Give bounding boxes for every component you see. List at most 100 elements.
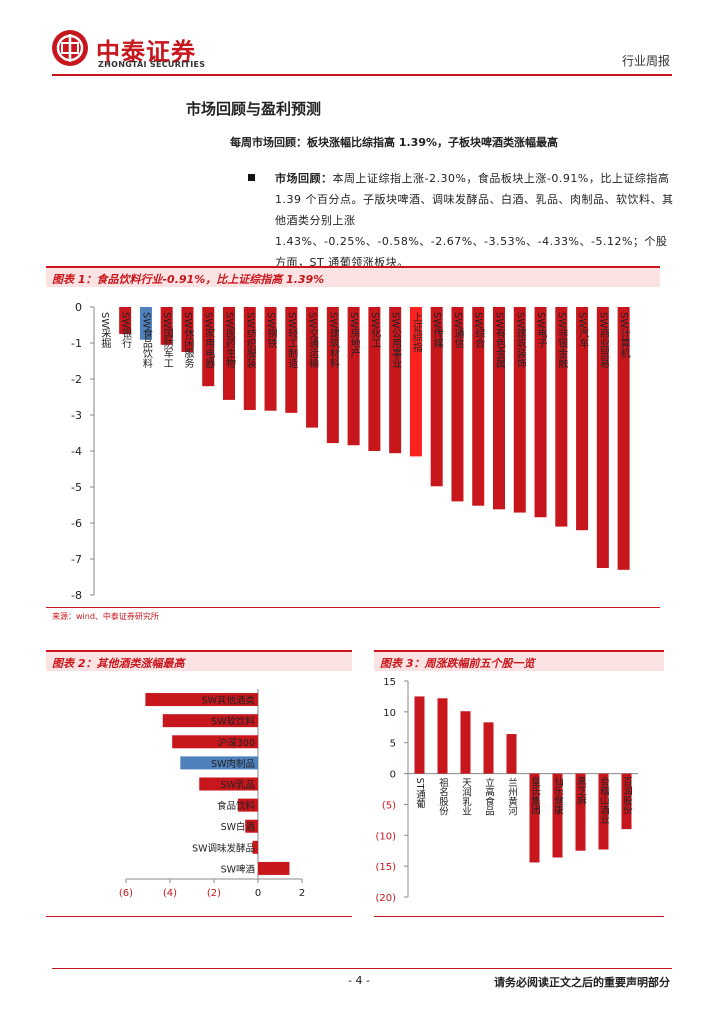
bar <box>243 307 256 410</box>
x-tick-label: (4) <box>163 888 177 899</box>
bar <box>621 773 632 830</box>
x-category-label: 百润股份 <box>621 777 633 816</box>
x-category-label: SW公用事业 <box>390 312 402 368</box>
x-category-label: 祖名股份 <box>437 777 449 817</box>
y-category-label: 沪深300 <box>218 737 255 749</box>
bar <box>326 307 339 444</box>
x-category-label: SW计算机 <box>618 312 630 359</box>
bullet-icon <box>248 174 255 181</box>
company-name-cn: 中泰证券 <box>96 38 196 66</box>
figure1-source: 来源：wind、中泰证券研究所 <box>52 612 159 621</box>
bar <box>575 773 586 851</box>
y-tick-label: -8 <box>71 589 82 602</box>
y-category-label: SW白酒 <box>221 821 256 833</box>
x-category-label: SW采掘 <box>99 312 111 349</box>
y-tick-label: (20) <box>375 893 396 904</box>
bar <box>258 861 290 875</box>
paragraph-label: 市场回顾： <box>275 172 333 185</box>
y-tick-label: -5 <box>71 481 82 494</box>
figure1-chart: 0 -1 -2 -3 -4 -5 -6 -7 -8 SW采掘 SW银行 SW食品饮料 SW国防军工 SW休… <box>71 301 630 602</box>
x-category-label: SW商业贸易 <box>597 312 609 369</box>
y-category-label: SW肉制品 <box>211 758 255 770</box>
company-name-en: ZHONGTAI SECURITIES <box>98 60 206 69</box>
y-tick-label: 15 <box>383 677 396 688</box>
y-tick-label: (10) <box>375 831 396 842</box>
bar <box>552 773 563 858</box>
x-category-label: SW通信 <box>452 312 464 349</box>
y-category-label: 食品饮料 <box>217 800 256 812</box>
figure2-frame: (6) (4) (2) 0 2 SW其他酒类 SW软饮料 沪深300 SW肉制品 SW乳品 食品饮料… <box>46 671 352 917</box>
bar <box>451 307 464 502</box>
x-tick-label: (6) <box>119 888 133 899</box>
figure1-caption: 图表 1：食品饮料行业-0.91%，比上证综指高 1.39% <box>46 266 660 287</box>
bar <box>389 307 402 454</box>
x-category-label: SW化工 <box>369 312 381 348</box>
company-logo <box>52 30 88 66</box>
bar <box>506 734 517 774</box>
x-category-label: SW建筑装饰 <box>514 312 526 369</box>
x-category-label: ST通葡 <box>414 778 426 810</box>
figure2-caption: 图表 2：其他酒类涨幅最高 <box>46 650 352 671</box>
bar <box>460 711 471 774</box>
bar <box>160 307 173 345</box>
y-category-label: SW调味发酵品 <box>192 842 255 854</box>
bar <box>306 307 319 428</box>
x-category-label: SW建筑材料 <box>327 312 339 369</box>
x-category-label: SW汽车 <box>577 312 589 349</box>
logo-mark-icon <box>56 34 84 62</box>
bar <box>534 307 547 518</box>
bar <box>245 819 258 833</box>
bar <box>596 307 609 568</box>
x-category-label: 立高食品 <box>483 777 495 817</box>
x-category-label: SW综合 <box>473 312 485 349</box>
figure1-frame: 0 -1 -2 -3 -4 -5 -6 -7 -8 SW采掘 SW银行 SW食品饮料 SW国防军工 SW休… <box>46 287 660 608</box>
bar <box>252 840 258 854</box>
bar <box>437 698 448 774</box>
header-divider <box>52 74 672 76</box>
y-tick-label: (15) <box>375 862 396 873</box>
y-tick-label: -4 <box>71 445 82 458</box>
bar <box>181 307 194 352</box>
bar <box>414 696 425 774</box>
x-category-label: 天润乳业 <box>460 778 472 816</box>
x-category-label: SW轻工制造 <box>286 312 298 368</box>
x-category-label: SW家用电器 <box>203 312 215 369</box>
bar <box>202 307 215 387</box>
x-category-label: SW电子 <box>535 312 547 348</box>
bar <box>347 307 360 446</box>
y-category-label: SW啤酒 <box>221 863 256 875</box>
y-tick-label: -2 <box>71 373 82 386</box>
bar <box>555 307 568 527</box>
x-category-label: 黑芝麻 <box>575 777 587 806</box>
x-category-label: SW食品饮料 <box>140 312 152 369</box>
bar <box>180 756 258 770</box>
x-category-label: 仙乐健康 <box>552 776 564 815</box>
x-category-label: SW非银金融 <box>556 312 568 369</box>
weekly-review-title: 每周市场回顾：板块涨幅比综指高 1.39%，子板块啤酒类涨幅最高 <box>230 136 558 149</box>
y-tick-label: -1 <box>71 337 82 350</box>
x-category-label: 上证综指 <box>410 312 422 353</box>
document-type: 行业周报 <box>621 54 670 68</box>
bar <box>529 773 540 863</box>
y-tick-label: -6 <box>71 517 82 530</box>
figure3-chart: 15 10 5 0 (5) (10) (15) (20) ST通葡 祖名股份 天润乳业 立高食品 兰州黄… <box>375 677 638 904</box>
y-tick-label: 10 <box>383 708 396 719</box>
y-category-label: SW乳品 <box>221 779 255 791</box>
x-category-label: SW休闲服务 <box>182 312 194 369</box>
bar <box>119 307 132 334</box>
bar <box>576 307 589 531</box>
y-tick-label: 5 <box>390 739 396 750</box>
y-tick-label: 0 <box>390 770 396 781</box>
x-tick-label: 2 <box>299 888 305 899</box>
x-category-label: SW交通运输 <box>307 312 319 369</box>
x-category-label: SW传媒 <box>431 312 443 349</box>
bar <box>409 307 422 457</box>
section-title: 市场回顾与盈利预测 <box>186 100 322 118</box>
bar <box>493 307 505 510</box>
figure3-frame: 15 10 5 0 (5) (10) (15) (20) ST通葡 祖名股份 天润乳业 立高食品 兰州黄… <box>374 671 664 917</box>
y-category-label: SW软饮料 <box>211 716 255 728</box>
x-tick-label: 0 <box>255 888 261 899</box>
bar <box>513 307 526 513</box>
x-category-label: SW医药生物 <box>224 312 236 369</box>
x-category-label: SW钢铁 <box>265 312 277 349</box>
